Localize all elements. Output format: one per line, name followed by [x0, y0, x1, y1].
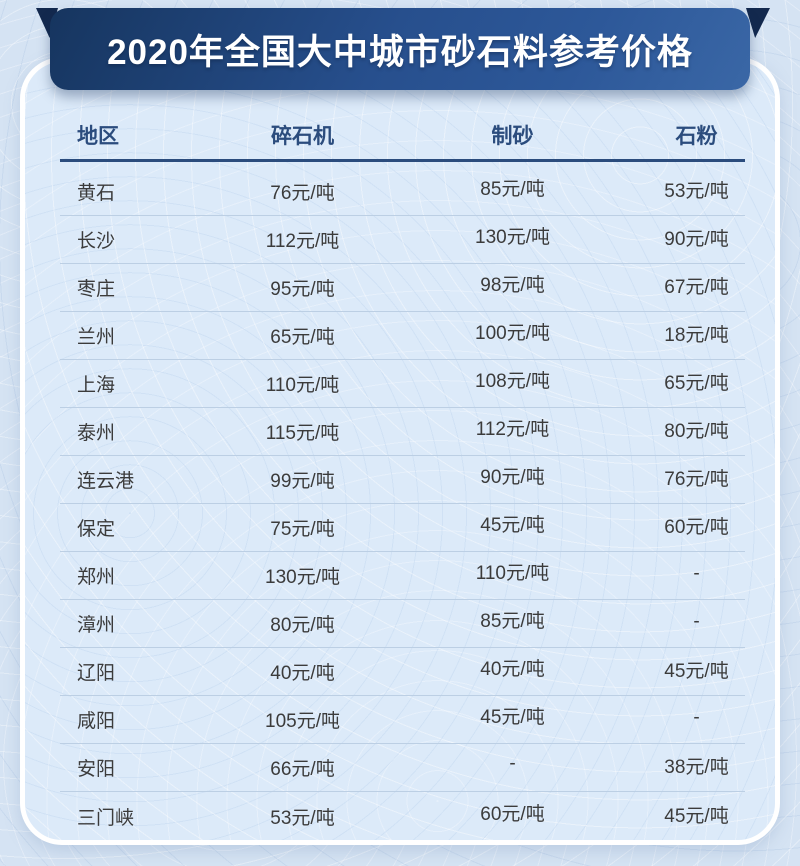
table-row: 兰州 65元/吨 100元/吨 18元/吨 — [60, 312, 745, 360]
sand-price-cell: 100元/吨 — [475, 323, 550, 344]
table-row: 黄石 76元/吨 85元/吨 53元/吨 — [60, 168, 745, 216]
column-header-crusher: 碎石机 — [271, 125, 334, 148]
title-ribbon: 2020年全国大中城市砂石料参考价格 — [50, 8, 750, 90]
region-cell: 泰州 — [77, 423, 116, 444]
powder-price-cell: 45元/吨 — [664, 661, 729, 682]
table-row: 咸阳 105元/吨 45元/吨 - — [60, 696, 745, 744]
table-row: 连云港 99元/吨 90元/吨 76元/吨 — [60, 456, 745, 504]
table-row: 辽阳 40元/吨 40元/吨 45元/吨 — [60, 648, 745, 696]
powder-price-cell: 80元/吨 — [664, 421, 729, 442]
crusher-price-cell: 130元/吨 — [265, 567, 340, 588]
sand-price-cell: 110元/吨 — [475, 563, 550, 584]
region-cell: 郑州 — [77, 567, 116, 588]
table-row: 长沙 112元/吨 130元/吨 90元/吨 — [60, 216, 745, 264]
region-cell: 咸阳 — [77, 711, 116, 732]
table-row: 郑州 130元/吨 110元/吨 - — [60, 552, 745, 600]
region-cell: 安阳 — [77, 759, 116, 780]
crusher-price-cell: 95元/吨 — [270, 279, 335, 300]
sand-price-cell: - — [509, 752, 516, 774]
region-cell: 漳州 — [77, 615, 116, 636]
region-cell: 三门峡 — [77, 807, 135, 829]
region-cell: 保定 — [77, 519, 116, 540]
sand-price-cell: 85元/吨 — [480, 611, 545, 632]
sand-price-cell: 85元/吨 — [480, 179, 545, 200]
crusher-price-cell: 65元/吨 — [270, 327, 335, 348]
crusher-price-cell: 66元/吨 — [270, 759, 335, 780]
powder-price-cell: 76元/吨 — [664, 469, 729, 490]
powder-price-cell: - — [693, 610, 700, 632]
column-header-powder: 石粉 — [675, 125, 718, 148]
region-cell: 辽阳 — [77, 663, 116, 684]
table-row: 漳州 80元/吨 85元/吨 - — [60, 600, 745, 648]
powder-price-cell: 53元/吨 — [664, 181, 729, 202]
price-table: 地区 碎石机 制砂 石粉 黄石 76元/吨 85元/吨 53元/吨 长沙 112… — [60, 111, 745, 840]
region-cell: 长沙 — [77, 231, 116, 252]
powder-price-cell: 67元/吨 — [664, 277, 729, 298]
powder-price-cell: 60元/吨 — [664, 517, 729, 538]
sand-price-cell: 60元/吨 — [480, 803, 545, 825]
table-row: 枣庄 95元/吨 98元/吨 67元/吨 — [60, 264, 745, 312]
crusher-price-cell: 75元/吨 — [270, 519, 335, 540]
powder-price-cell: 18元/吨 — [664, 325, 729, 346]
crusher-price-cell: 105元/吨 — [265, 711, 340, 732]
crusher-price-cell: 112元/吨 — [265, 231, 340, 252]
column-header-sand: 制砂 — [491, 125, 534, 148]
powder-price-cell: - — [693, 562, 700, 584]
region-cell: 兰州 — [77, 327, 116, 348]
table-row: 保定 75元/吨 45元/吨 60元/吨 — [60, 504, 745, 552]
crusher-price-cell: 80元/吨 — [270, 615, 335, 636]
crusher-price-cell: 99元/吨 — [270, 471, 335, 492]
region-cell: 连云港 — [77, 471, 135, 492]
table-header-row: 地区 碎石机 制砂 石粉 — [60, 111, 745, 162]
sand-price-cell: 98元/吨 — [480, 275, 545, 296]
crusher-price-cell: 76元/吨 — [270, 183, 335, 204]
powder-price-cell: 38元/吨 — [664, 757, 729, 778]
sand-price-cell: 130元/吨 — [475, 227, 550, 248]
sand-price-cell: 112元/吨 — [475, 419, 550, 440]
sand-price-cell: 90元/吨 — [480, 467, 545, 488]
column-header-region: 地区 — [77, 125, 119, 148]
powder-price-cell: 90元/吨 — [664, 229, 729, 250]
crusher-price-cell: 53元/吨 — [270, 807, 335, 829]
table-row: 泰州 115元/吨 112元/吨 80元/吨 — [60, 408, 745, 456]
region-cell: 枣庄 — [77, 279, 116, 300]
page-title: 2020年全国大中城市砂石料参考价格 — [107, 32, 693, 72]
powder-price-cell: 45元/吨 — [664, 805, 729, 827]
crusher-price-cell: 110元/吨 — [265, 375, 340, 396]
sand-price-cell: 45元/吨 — [480, 515, 545, 536]
sand-price-cell: 108元/吨 — [475, 371, 550, 392]
region-cell: 上海 — [77, 375, 116, 396]
region-cell: 黄石 — [77, 183, 116, 204]
table-body: 黄石 76元/吨 85元/吨 53元/吨 长沙 112元/吨 130元/吨 90… — [60, 162, 745, 840]
sand-price-cell: 45元/吨 — [480, 707, 545, 728]
table-row: 上海 110元/吨 108元/吨 65元/吨 — [60, 360, 745, 408]
price-table-card: 地区 碎石机 制砂 石粉 黄石 76元/吨 85元/吨 53元/吨 长沙 112… — [20, 57, 780, 845]
table-row: 三门峡 53元/吨 60元/吨 45元/吨 — [60, 792, 745, 840]
table-row: 安阳 66元/吨 - 38元/吨 — [60, 744, 745, 792]
sand-price-cell: 40元/吨 — [480, 659, 545, 680]
powder-price-cell: 65元/吨 — [664, 373, 729, 394]
crusher-price-cell: 40元/吨 — [270, 663, 335, 684]
crusher-price-cell: 115元/吨 — [265, 423, 340, 444]
powder-price-cell: - — [693, 706, 700, 728]
